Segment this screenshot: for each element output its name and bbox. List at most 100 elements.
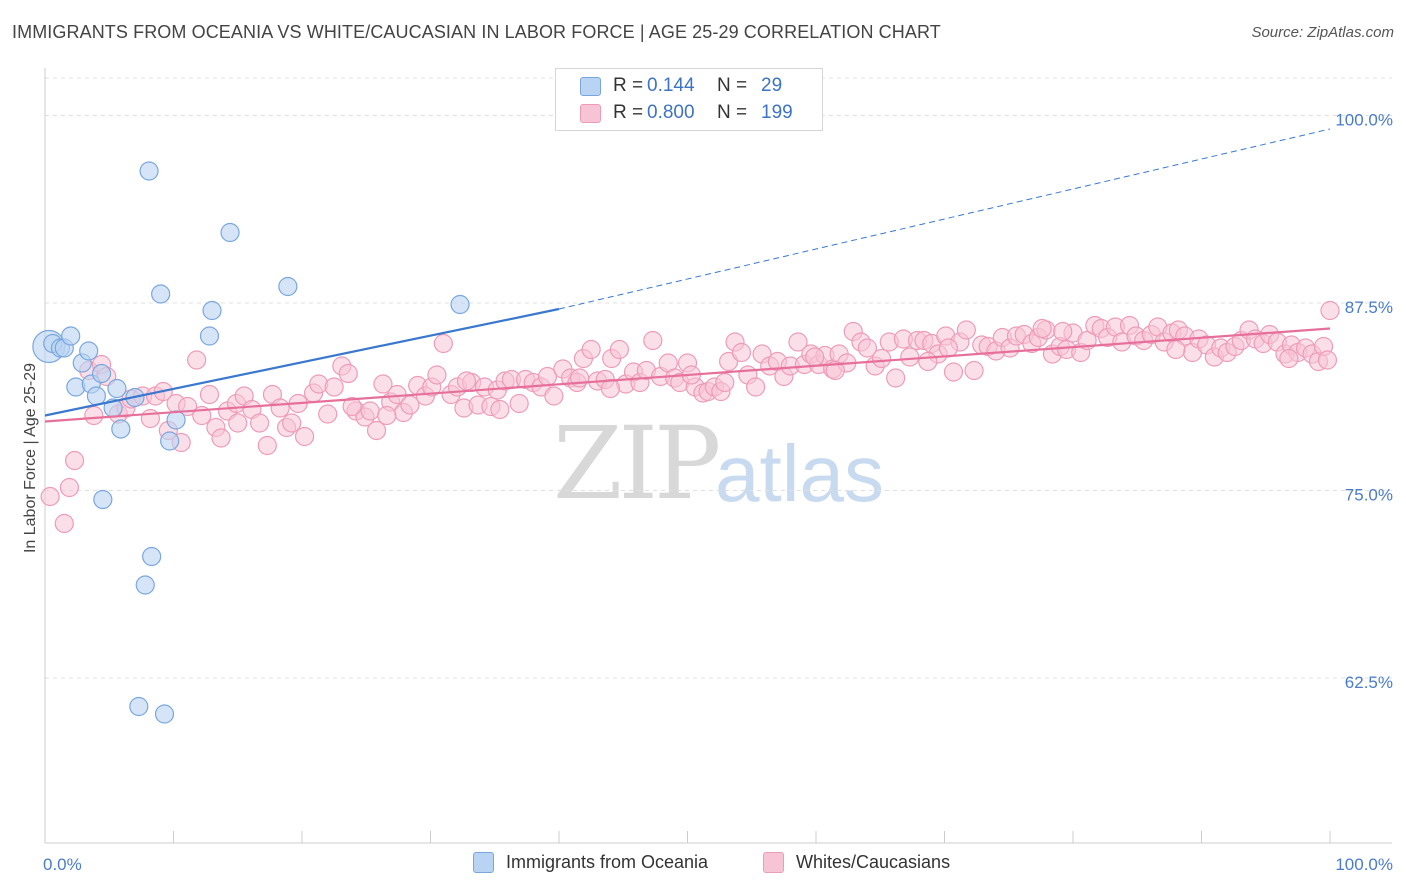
x-tick-label-max: 100.0% <box>1335 855 1393 874</box>
point-whites <box>84 405 104 426</box>
legend-n-label: N = <box>717 75 748 96</box>
point-whites <box>54 513 74 534</box>
bottom-legend-whites: Whites/Caucasians <box>763 852 950 873</box>
point-whites <box>64 450 85 471</box>
point-whites <box>609 339 629 360</box>
point-whites <box>427 365 447 385</box>
source-label: Source: ZipAtlas.com <box>1251 24 1394 41</box>
point-whites <box>1166 339 1186 360</box>
point-whites <box>825 360 845 381</box>
point-whites <box>1320 300 1340 321</box>
point-whites <box>886 368 906 388</box>
point-whites <box>59 477 80 498</box>
point-whites <box>746 377 766 397</box>
point-whites <box>490 399 510 420</box>
point-oceania <box>450 294 470 315</box>
chart-title: IMMIGRANTS FROM OCEANIA VS WHITE/CAUCASI… <box>12 22 941 42</box>
point-whites <box>456 371 477 391</box>
point-oceania <box>129 696 149 717</box>
trend-line-oceania <box>44 307 560 417</box>
point-whites <box>938 338 958 358</box>
point-whites <box>643 330 663 351</box>
series-whites-points <box>40 300 1340 534</box>
x-tick-label-min: 0.0% <box>43 855 82 874</box>
legend-row-whites: R = 0.800 N = 199 <box>580 100 793 126</box>
point-whites <box>270 398 290 418</box>
axes <box>44 68 1392 844</box>
point-oceania <box>107 378 127 399</box>
point-oceania <box>154 704 175 724</box>
legend-n-value: 199 <box>761 102 793 123</box>
y-tick-label: 100.0% <box>1335 111 1393 130</box>
point-whites <box>509 393 529 414</box>
point-oceania <box>151 284 171 304</box>
point-whites <box>600 378 621 399</box>
point-whites <box>257 435 277 456</box>
point-whites <box>857 338 878 358</box>
point-oceania <box>86 386 107 406</box>
legend-swatch-pink <box>580 103 601 123</box>
legend-r-label: R = <box>613 75 644 96</box>
point-whites <box>956 320 976 340</box>
point-whites <box>943 362 964 382</box>
bottom-legend-label-whites: Whites/Caucasians <box>796 852 951 872</box>
point-whites <box>342 396 362 417</box>
point-whites <box>805 347 825 367</box>
legend-n-label: N = <box>717 102 748 123</box>
point-whites <box>900 347 920 367</box>
point-whites <box>294 426 315 447</box>
trend-lines <box>44 128 1331 423</box>
legend-r-value: 0.800 <box>647 102 695 123</box>
point-whites <box>1279 348 1299 369</box>
legend-row-oceania: R = 0.144 N = 29 <box>580 73 782 99</box>
point-whites <box>918 351 938 372</box>
bottom-legend-swatch-blue <box>473 852 494 873</box>
point-whites <box>715 372 735 393</box>
point-oceania <box>220 222 240 243</box>
point-whites <box>788 332 808 352</box>
trend-line-oceania-extension <box>558 128 1331 310</box>
point-oceania <box>142 546 162 567</box>
point-oceania <box>160 431 180 451</box>
point-whites <box>228 413 248 433</box>
y-tick-label: 75.0% <box>1345 486 1393 505</box>
point-whites <box>1317 350 1338 370</box>
legend-box: R = 0.144 N = 29 R = 0.800 N = 199 <box>555 68 823 131</box>
series-oceania-points <box>32 161 470 724</box>
point-oceania <box>91 363 112 384</box>
y-tick-label: 62.5% <box>1345 673 1393 692</box>
point-oceania <box>66 377 86 397</box>
point-whites <box>871 348 892 369</box>
watermark-zip: ZIP <box>553 405 721 522</box>
legend-r-label: R = <box>613 102 644 123</box>
point-whites <box>1032 318 1052 339</box>
bottom-legend-swatch-pink <box>763 852 784 873</box>
point-whites <box>373 374 393 394</box>
point-whites <box>211 428 231 448</box>
point-whites <box>338 363 358 384</box>
point-whites <box>544 386 564 406</box>
point-whites <box>249 413 270 433</box>
point-whites <box>433 333 453 354</box>
point-whites <box>366 420 387 441</box>
point-whites <box>324 377 344 397</box>
point-whites <box>309 374 329 394</box>
legend-r-value: 0.144 <box>647 75 695 96</box>
point-whites <box>1053 321 1073 342</box>
point-oceania <box>61 326 81 346</box>
point-oceania <box>139 161 159 181</box>
y-tick-label: 87.5% <box>1345 298 1393 317</box>
point-whites <box>377 405 397 426</box>
point-oceania <box>199 326 220 346</box>
legend-swatch-blue <box>580 76 601 96</box>
point-whites <box>140 408 160 429</box>
point-whites <box>318 404 338 424</box>
point-oceania <box>135 575 155 595</box>
point-whites <box>360 401 380 421</box>
legend-n-value: 29 <box>761 75 783 96</box>
point-whites <box>964 360 984 381</box>
point-whites <box>282 413 302 433</box>
point-oceania <box>202 300 222 321</box>
point-whites <box>731 342 752 363</box>
